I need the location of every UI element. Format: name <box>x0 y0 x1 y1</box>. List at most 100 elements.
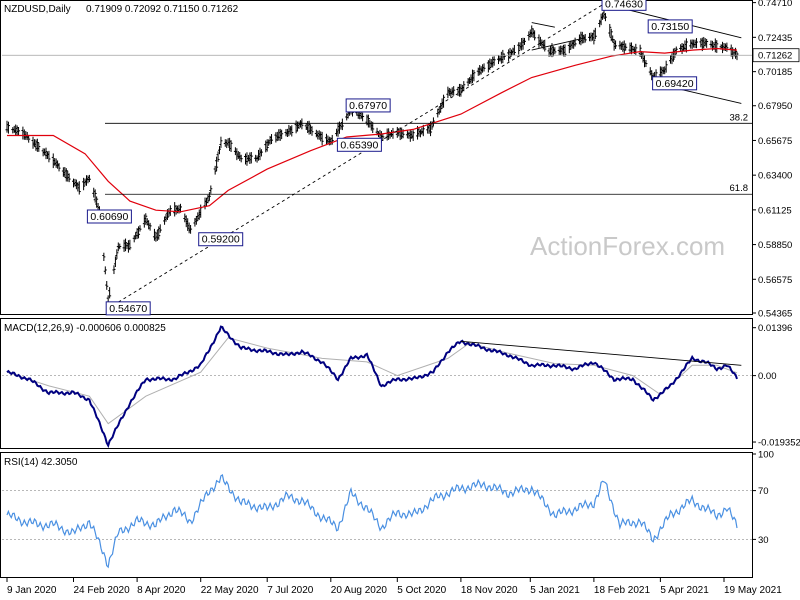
ohlc-bar <box>249 152 253 164</box>
ohlc-bar <box>361 112 365 122</box>
rsi-panel <box>0 452 753 578</box>
ohlc-bar <box>371 121 375 134</box>
date-tick-label: 8 Apr 2020 <box>137 585 186 596</box>
ohlc-bar <box>144 213 148 225</box>
date-tick-label: 5 Apr 2021 <box>660 585 709 596</box>
ohlc-bar <box>366 114 370 128</box>
ohlc-bar <box>113 256 117 268</box>
sma-line <box>7 47 738 213</box>
ohlc-bar <box>87 174 91 183</box>
ohlc-bar <box>482 63 486 72</box>
date-tick-label: 19 May 2021 <box>724 585 782 596</box>
price-tick-label: 0.63400 <box>758 171 792 182</box>
ohlc-bar <box>614 40 618 49</box>
date-tick-label: 22 May 2020 <box>201 585 259 596</box>
ohlc-bar <box>725 42 729 52</box>
date-tick-label: 7 Jul 2020 <box>267 585 314 596</box>
watermark: ActionForex.com <box>530 231 725 261</box>
ohlc-bar <box>152 228 156 241</box>
ohlc-bar <box>259 149 263 157</box>
ohlc-bar <box>381 134 385 141</box>
price-symbol-label: NZDUSD,Daily <box>4 4 71 15</box>
ohlc-bar <box>209 185 213 194</box>
ohlc-bar <box>644 59 648 67</box>
price-tick-label: 0.67950 <box>758 101 792 112</box>
date-tick-label: 9 Jan 2020 <box>7 585 57 596</box>
ohlc-bar <box>492 56 496 66</box>
ohlc-bar <box>593 27 597 40</box>
ohlc-bar <box>543 41 547 52</box>
ohlc-bar <box>553 47 557 55</box>
price-tick-label: 0.70185 <box>758 67 792 78</box>
axis-layer: 0.74710 0.72435 0.70185 0.67950 0.65675 0.634… <box>6 0 800 596</box>
ohlc-bar <box>219 136 223 148</box>
ohlc-bar <box>411 130 415 142</box>
price-annotation-text: 0.60690 <box>90 211 128 223</box>
ohlc-bar <box>27 134 31 143</box>
ohlc-bar <box>705 38 709 48</box>
ohlc-bar <box>189 224 193 234</box>
ohlc-bar <box>216 151 220 162</box>
ohlc-bar <box>270 134 274 145</box>
macd-label: MACD(12,26,9) -0.000606 0.000825 <box>4 323 166 334</box>
ohlc-bar <box>608 23 612 37</box>
macd-trendline <box>460 340 742 366</box>
ohlc-bar <box>229 140 233 152</box>
ohlc-bar <box>533 30 537 41</box>
price-annotation-text: 0.65390 <box>340 139 378 151</box>
price-annotation-box <box>198 232 244 247</box>
price-panel <box>0 0 753 315</box>
ohlc-bar <box>102 252 106 261</box>
rsi-tick-label: 100 <box>758 450 774 461</box>
price-annotation-text: 0.69420 <box>656 78 694 90</box>
ohlc-bar <box>488 58 492 71</box>
price-annotation-text: 0.73150 <box>651 21 689 33</box>
price-tick-label: 0.65675 <box>758 136 792 147</box>
price-annotation-box <box>647 19 693 34</box>
ohlc-bar <box>563 44 567 57</box>
rsi-layer <box>2 474 752 569</box>
price-annotation-text: 0.59200 <box>202 234 240 246</box>
ohlc-bar <box>340 118 344 131</box>
ohlc-bar <box>95 196 99 208</box>
ohlc-bar <box>300 118 304 130</box>
trendline <box>531 22 555 28</box>
price-annotation-box <box>86 209 132 224</box>
date-tick-label: 18 Feb 2021 <box>594 585 651 596</box>
price-annotation-text: 0.54670 <box>109 303 147 315</box>
ohlc-bar <box>442 94 446 108</box>
ohlc-bar <box>603 13 607 22</box>
macd-panel <box>0 318 753 449</box>
ohlc-bar <box>624 43 628 51</box>
ohlc-bar <box>512 45 516 56</box>
ohlc-bar <box>57 163 61 172</box>
ohlc-bar <box>573 37 577 47</box>
macd-tick-label: 0.00 <box>758 371 777 382</box>
ohlc-bar <box>17 127 21 136</box>
price-tick-label: 0.74710 <box>758 0 792 9</box>
macd-tick-label: 0.01396 <box>758 323 792 334</box>
ohlc-bar <box>128 239 132 251</box>
price-tick-label: 0.58850 <box>758 240 792 251</box>
date-tick-label: 20 Aug 2020 <box>331 585 388 596</box>
trendline <box>107 3 605 309</box>
fib-level-label: 61.8 <box>730 183 749 194</box>
ohlc-bar <box>82 177 86 191</box>
price-annotation-text: 0.74630 <box>605 0 643 10</box>
ohlc-bar <box>472 70 476 82</box>
ohlc-bar <box>265 139 269 152</box>
ohlc-bar <box>93 189 97 203</box>
macd-signal-line <box>6 337 738 425</box>
ohlc-bar <box>138 225 142 232</box>
ohlc-bar <box>459 83 463 97</box>
ohlc-bar <box>108 287 112 299</box>
price-annotation-text: 0.67970 <box>349 100 387 112</box>
ohlc-bars <box>5 9 739 308</box>
ohlc-bar <box>502 53 506 60</box>
ohlc-bar <box>320 131 324 146</box>
ohlc-bar <box>735 51 739 61</box>
ohlc-bar <box>290 125 294 137</box>
last-price-label: 0.71262 <box>758 51 792 62</box>
ohlc-bar <box>695 38 699 49</box>
